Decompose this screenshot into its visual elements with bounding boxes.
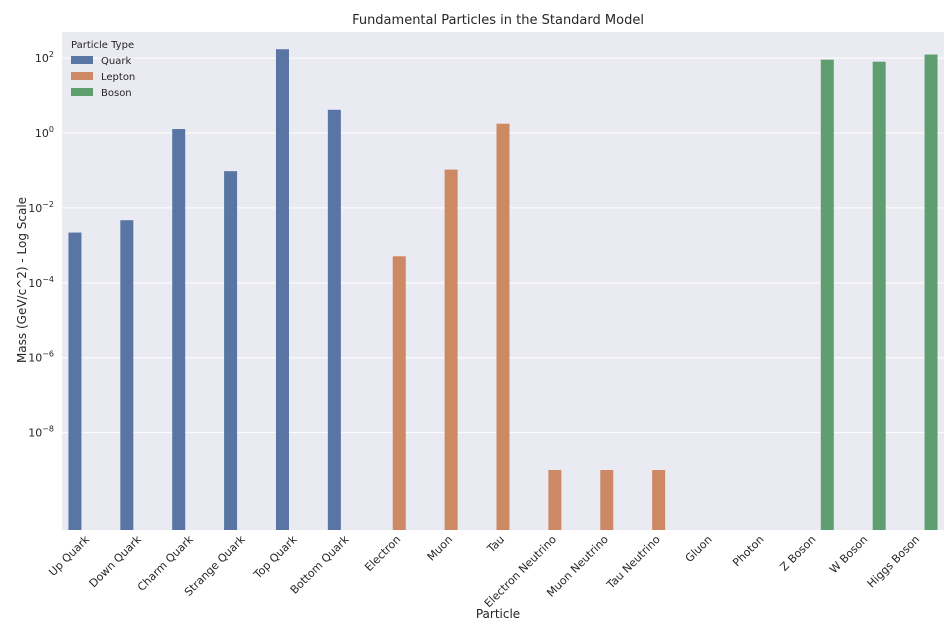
y-tick-label: 10−8 [28, 425, 54, 440]
bar-down-quark [120, 220, 134, 530]
bar-electron [392, 256, 406, 530]
bar-strange-quark [224, 171, 238, 531]
y-axis-ticks: 10−8 10−6 10−4 10−2 100 102 [28, 50, 54, 439]
bar-top-quark [275, 49, 289, 530]
y-tick-label: 102 [35, 50, 54, 65]
bar-tau-neutrino [652, 470, 666, 530]
bar-bottom-quark [327, 109, 341, 530]
chart-title: Fundamental Particles in the Standard Mo… [352, 13, 644, 28]
legend-title: Particle Type [71, 40, 134, 51]
bar-tau [496, 123, 510, 530]
y-tick-label: 10−2 [28, 200, 54, 215]
legend-swatch [71, 88, 93, 96]
legend: Particle Type Quark Lepton Boson [71, 40, 135, 99]
legend-label: Quark [101, 56, 131, 67]
bar-higgs-boson [924, 54, 938, 530]
bar-muon-neutrino [600, 470, 614, 530]
legend-label: Lepton [101, 72, 135, 83]
bar-up-quark [68, 232, 82, 531]
legend-swatch [71, 56, 93, 64]
bar-w-boson [872, 61, 886, 531]
bar-z-boson [820, 59, 834, 531]
y-axis-label: Mass (GeV/c^2) - Log Scale [15, 197, 29, 363]
x-axis-label: Particle [476, 607, 520, 621]
y-tick-label: 10−6 [28, 350, 54, 365]
y-tick-label: 10−4 [28, 275, 54, 290]
legend-swatch [71, 72, 93, 80]
bars-group [68, 49, 938, 531]
bar-charm-quark [172, 129, 186, 530]
bar-muon [444, 169, 458, 530]
y-tick-label: 100 [35, 125, 54, 140]
legend-label: Boson [101, 88, 132, 99]
bar-electron-neutrino [548, 470, 562, 530]
